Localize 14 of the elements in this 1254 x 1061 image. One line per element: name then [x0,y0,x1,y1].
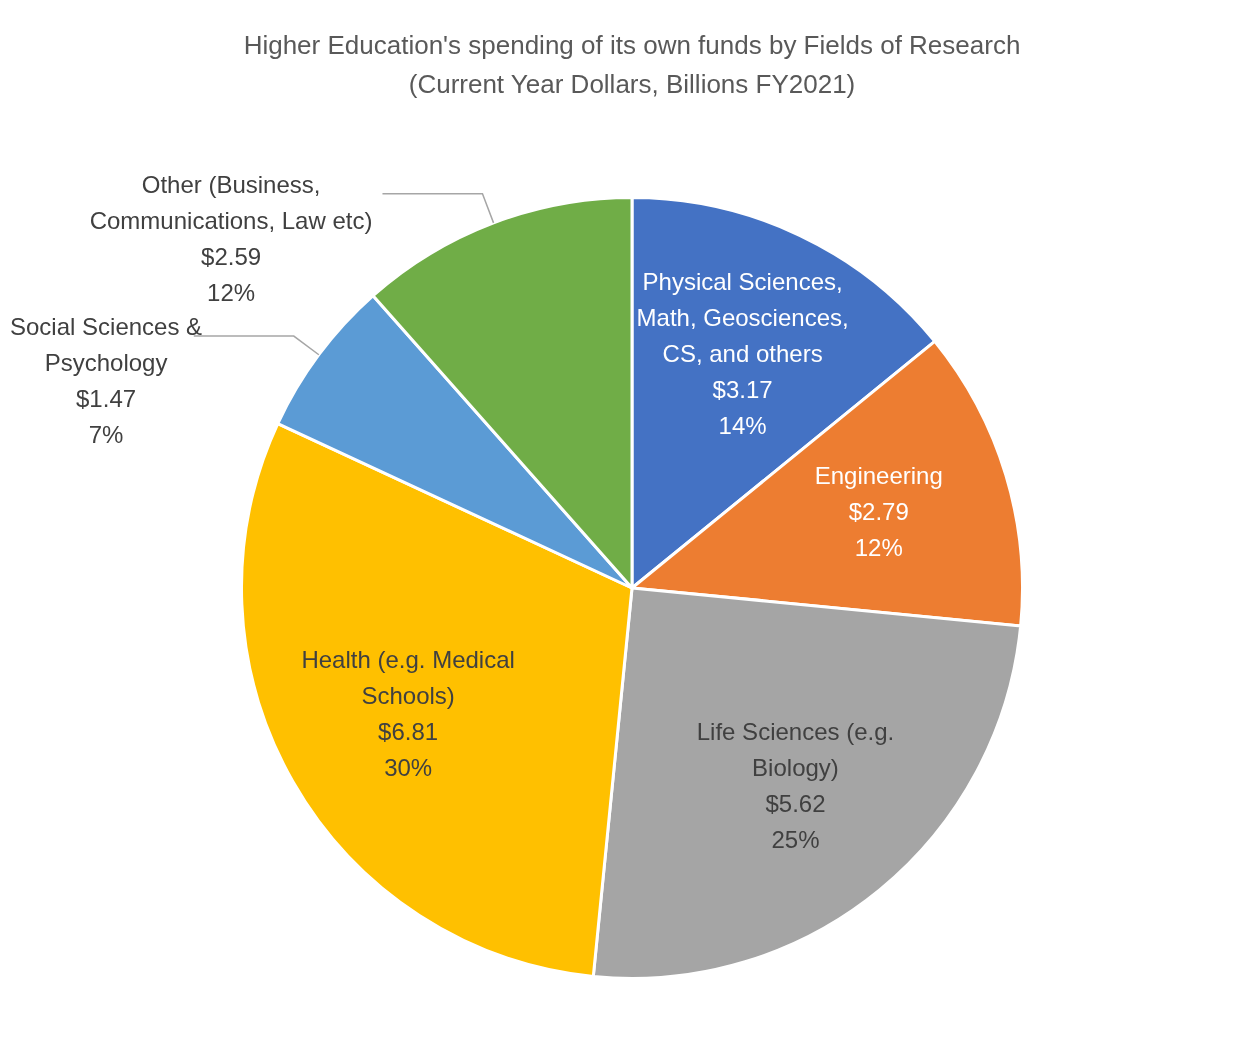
slice-label: Physical Sciences, Math, Geosciences, CS, and others [636,267,849,367]
slice-label: Engineering [814,462,943,490]
data-label: $2.79 12% [848,498,909,562]
chart-title: Higher Education's spending of its own funds by Fields of Research [243,30,1021,61]
slice-label: Health (e.g. Medical Schools) [301,646,515,710]
chart-subtitle: (Current Year Dollars, Billions FY2021) [408,69,856,100]
slice-label: Social Sciences & Psychology [10,313,203,377]
data-label: $1.47 7% [76,385,137,449]
slice-label: Life Sciences (e.g. Biology) [696,717,895,781]
data-label: $3.17 14% [712,375,773,439]
data-label: $5.62 25% [765,789,826,853]
data-label: $2.59 12% [201,243,262,307]
data-label: $6.81 30% [378,718,439,782]
slice-label: Other (Business, Communications, Law etc) [89,171,373,235]
